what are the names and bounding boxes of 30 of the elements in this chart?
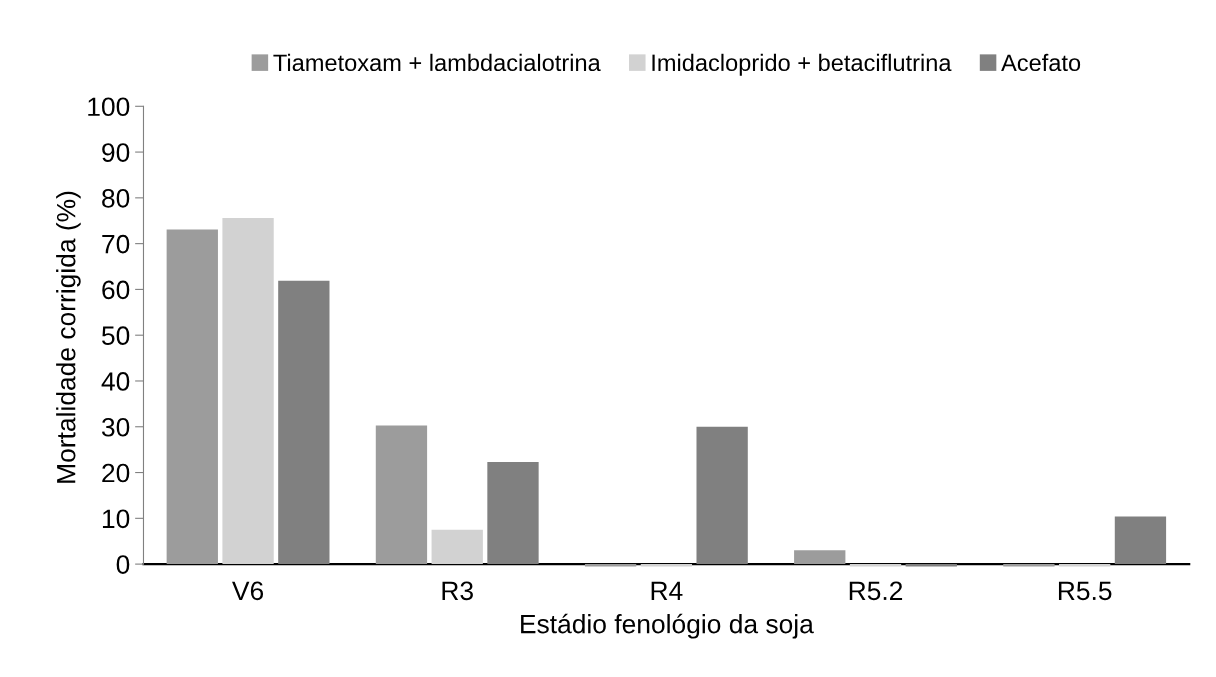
- y-tick-label: 0: [116, 555, 130, 574]
- y-tick-label: 70: [102, 234, 130, 254]
- bar: [278, 280, 330, 565]
- y-tick-label: 40: [101, 372, 130, 391]
- legend-label: Tiametoxam + lambdacialotrina: [273, 53, 601, 72]
- legend-label: Imidacloprido + betaciflutrina: [652, 53, 952, 76]
- y-tick-label: 20: [102, 463, 130, 483]
- y-tick-label: 100: [88, 97, 130, 117]
- bar: [794, 550, 846, 565]
- y-tick-label: 10: [102, 509, 130, 529]
- bar: [696, 426, 748, 565]
- x-axis-title: Estádio fenológio da soja: [521, 613, 814, 639]
- y-tick-label: 30: [101, 417, 130, 437]
- x-tick-label: R5.5: [1058, 581, 1112, 601]
- x-tick-label: R3: [442, 581, 473, 601]
- x-tick-label: V6: [232, 581, 264, 601]
- y-tick-label: 50: [102, 326, 130, 346]
- bar: [487, 462, 539, 565]
- bar: [431, 529, 483, 565]
- legend-label: Acefato: [1001, 53, 1081, 72]
- y-tick-label: 90: [102, 143, 130, 162]
- bar: [222, 218, 274, 565]
- x-tick-label: R4: [651, 581, 683, 600]
- bar: [1114, 516, 1167, 565]
- y-tick-label: 60: [102, 280, 130, 300]
- x-tick-label: R5.2: [849, 581, 903, 601]
- y-axis-title: Mortalidade corrigida (%): [56, 191, 81, 483]
- y-tick-label: 80: [102, 188, 130, 208]
- bar: [375, 425, 428, 565]
- bar: [166, 229, 218, 565]
